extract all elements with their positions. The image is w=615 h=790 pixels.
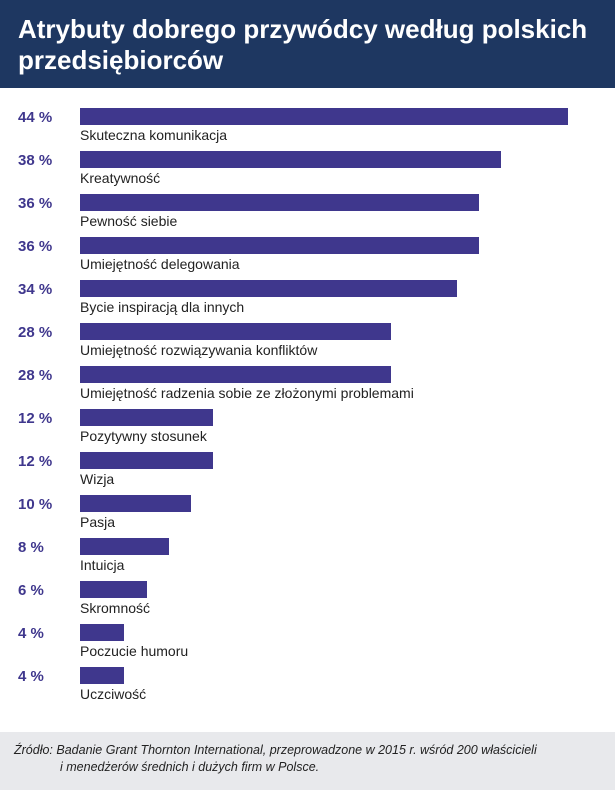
chart-footer: Źródło: Badanie Grant Thornton Internati… (0, 732, 615, 790)
bar-label: Bycie inspiracją dla innych (80, 297, 591, 319)
bar-percent: 28 % (18, 366, 80, 384)
bar-percent: 34 % (18, 280, 80, 298)
bar-label: Pewność siebie (80, 211, 591, 233)
bar-label: Uczciwość (80, 684, 591, 706)
bar-label: Poczucie humoru (80, 641, 591, 663)
bar-row: 12 %Pozytywny stosunek (18, 409, 591, 448)
bar-row: 36 %Pewność siebie (18, 194, 591, 233)
bar-percent: 8 % (18, 538, 80, 556)
bar (80, 409, 213, 426)
bar-column: Pozytywny stosunek (80, 409, 591, 448)
bar-label: Kreatywność (80, 168, 591, 190)
bar-column: Wizja (80, 452, 591, 491)
bar-column: Skromność (80, 581, 591, 620)
bar-column: Umiejętność radzenia sobie ze złożonymi … (80, 366, 591, 405)
bar (80, 194, 479, 211)
bar-column: Bycie inspiracją dla innych (80, 280, 591, 319)
bar-percent: 36 % (18, 237, 80, 255)
bar (80, 495, 191, 512)
bar-label: Wizja (80, 469, 591, 491)
bar-label: Umiejętność radzenia sobie ze złożonymi … (80, 383, 591, 405)
bar-row: 28 %Umiejętność radzenia sobie ze złożon… (18, 366, 591, 405)
bar-percent: 4 % (18, 624, 80, 642)
bar-percent: 28 % (18, 323, 80, 341)
bar (80, 538, 169, 555)
bar-label: Skuteczna komunikacja (80, 125, 591, 147)
bar-percent: 12 % (18, 452, 80, 470)
bar-column: Poczucie humoru (80, 624, 591, 663)
footer-line-2: i menedżerów średnich i dużych firm w Po… (14, 759, 601, 776)
chart-header: Atrybuty dobrego przywódcy według polski… (0, 0, 615, 88)
bar (80, 323, 391, 340)
bar-percent: 6 % (18, 581, 80, 599)
bar (80, 151, 501, 168)
bar-percent: 10 % (18, 495, 80, 513)
bar-column: Intuicja (80, 538, 591, 577)
bar-label: Pasja (80, 512, 591, 534)
bar (80, 108, 568, 125)
bar-row: 28 %Umiejętność rozwiązywania konfliktów (18, 323, 591, 362)
bar-column: Pewność siebie (80, 194, 591, 233)
bar-row: 4 %Poczucie humoru (18, 624, 591, 663)
bar-row: 12 %Wizja (18, 452, 591, 491)
bar-label: Pozytywny stosunek (80, 426, 591, 448)
bar-row: 44 %Skuteczna komunikacja (18, 108, 591, 147)
chart-area: 44 %Skuteczna komunikacja38 %Kreatywność… (0, 88, 615, 718)
bar (80, 581, 147, 598)
bar-row: 6 %Skromność (18, 581, 591, 620)
bar (80, 280, 457, 297)
bar-label: Umiejętność rozwiązywania konfliktów (80, 340, 591, 362)
bar-column: Umiejętność rozwiązywania konfliktów (80, 323, 591, 362)
chart-frame: Atrybuty dobrego przywódcy według polski… (0, 0, 615, 790)
bar-label: Skromność (80, 598, 591, 620)
bar (80, 237, 479, 254)
chart-title: Atrybuty dobrego przywódcy według polski… (18, 14, 597, 76)
bar-row: 34 %Bycie inspiracją dla innych (18, 280, 591, 319)
bar-row: 10 %Pasja (18, 495, 591, 534)
bar-percent: 36 % (18, 194, 80, 212)
bar-label: Umiejętność delegowania (80, 254, 591, 276)
bar-column: Umiejętność delegowania (80, 237, 591, 276)
bar-row: 36 %Umiejętność delegowania (18, 237, 591, 276)
bar-column: Pasja (80, 495, 591, 534)
bar-column: Skuteczna komunikacja (80, 108, 591, 147)
bar-column: Kreatywność (80, 151, 591, 190)
bar-row: 4 %Uczciwość (18, 667, 591, 706)
footer-line-1: Źródło: Badanie Grant Thornton Internati… (14, 742, 601, 759)
bar-percent: 38 % (18, 151, 80, 169)
bar-label: Intuicja (80, 555, 591, 577)
bar (80, 366, 391, 383)
bar-row: 38 %Kreatywność (18, 151, 591, 190)
bar-percent: 4 % (18, 667, 80, 685)
bar-percent: 12 % (18, 409, 80, 427)
bar (80, 624, 124, 641)
bar (80, 667, 124, 684)
bar-column: Uczciwość (80, 667, 591, 706)
bar-percent: 44 % (18, 108, 80, 126)
bar-row: 8 %Intuicja (18, 538, 591, 577)
bar (80, 452, 213, 469)
